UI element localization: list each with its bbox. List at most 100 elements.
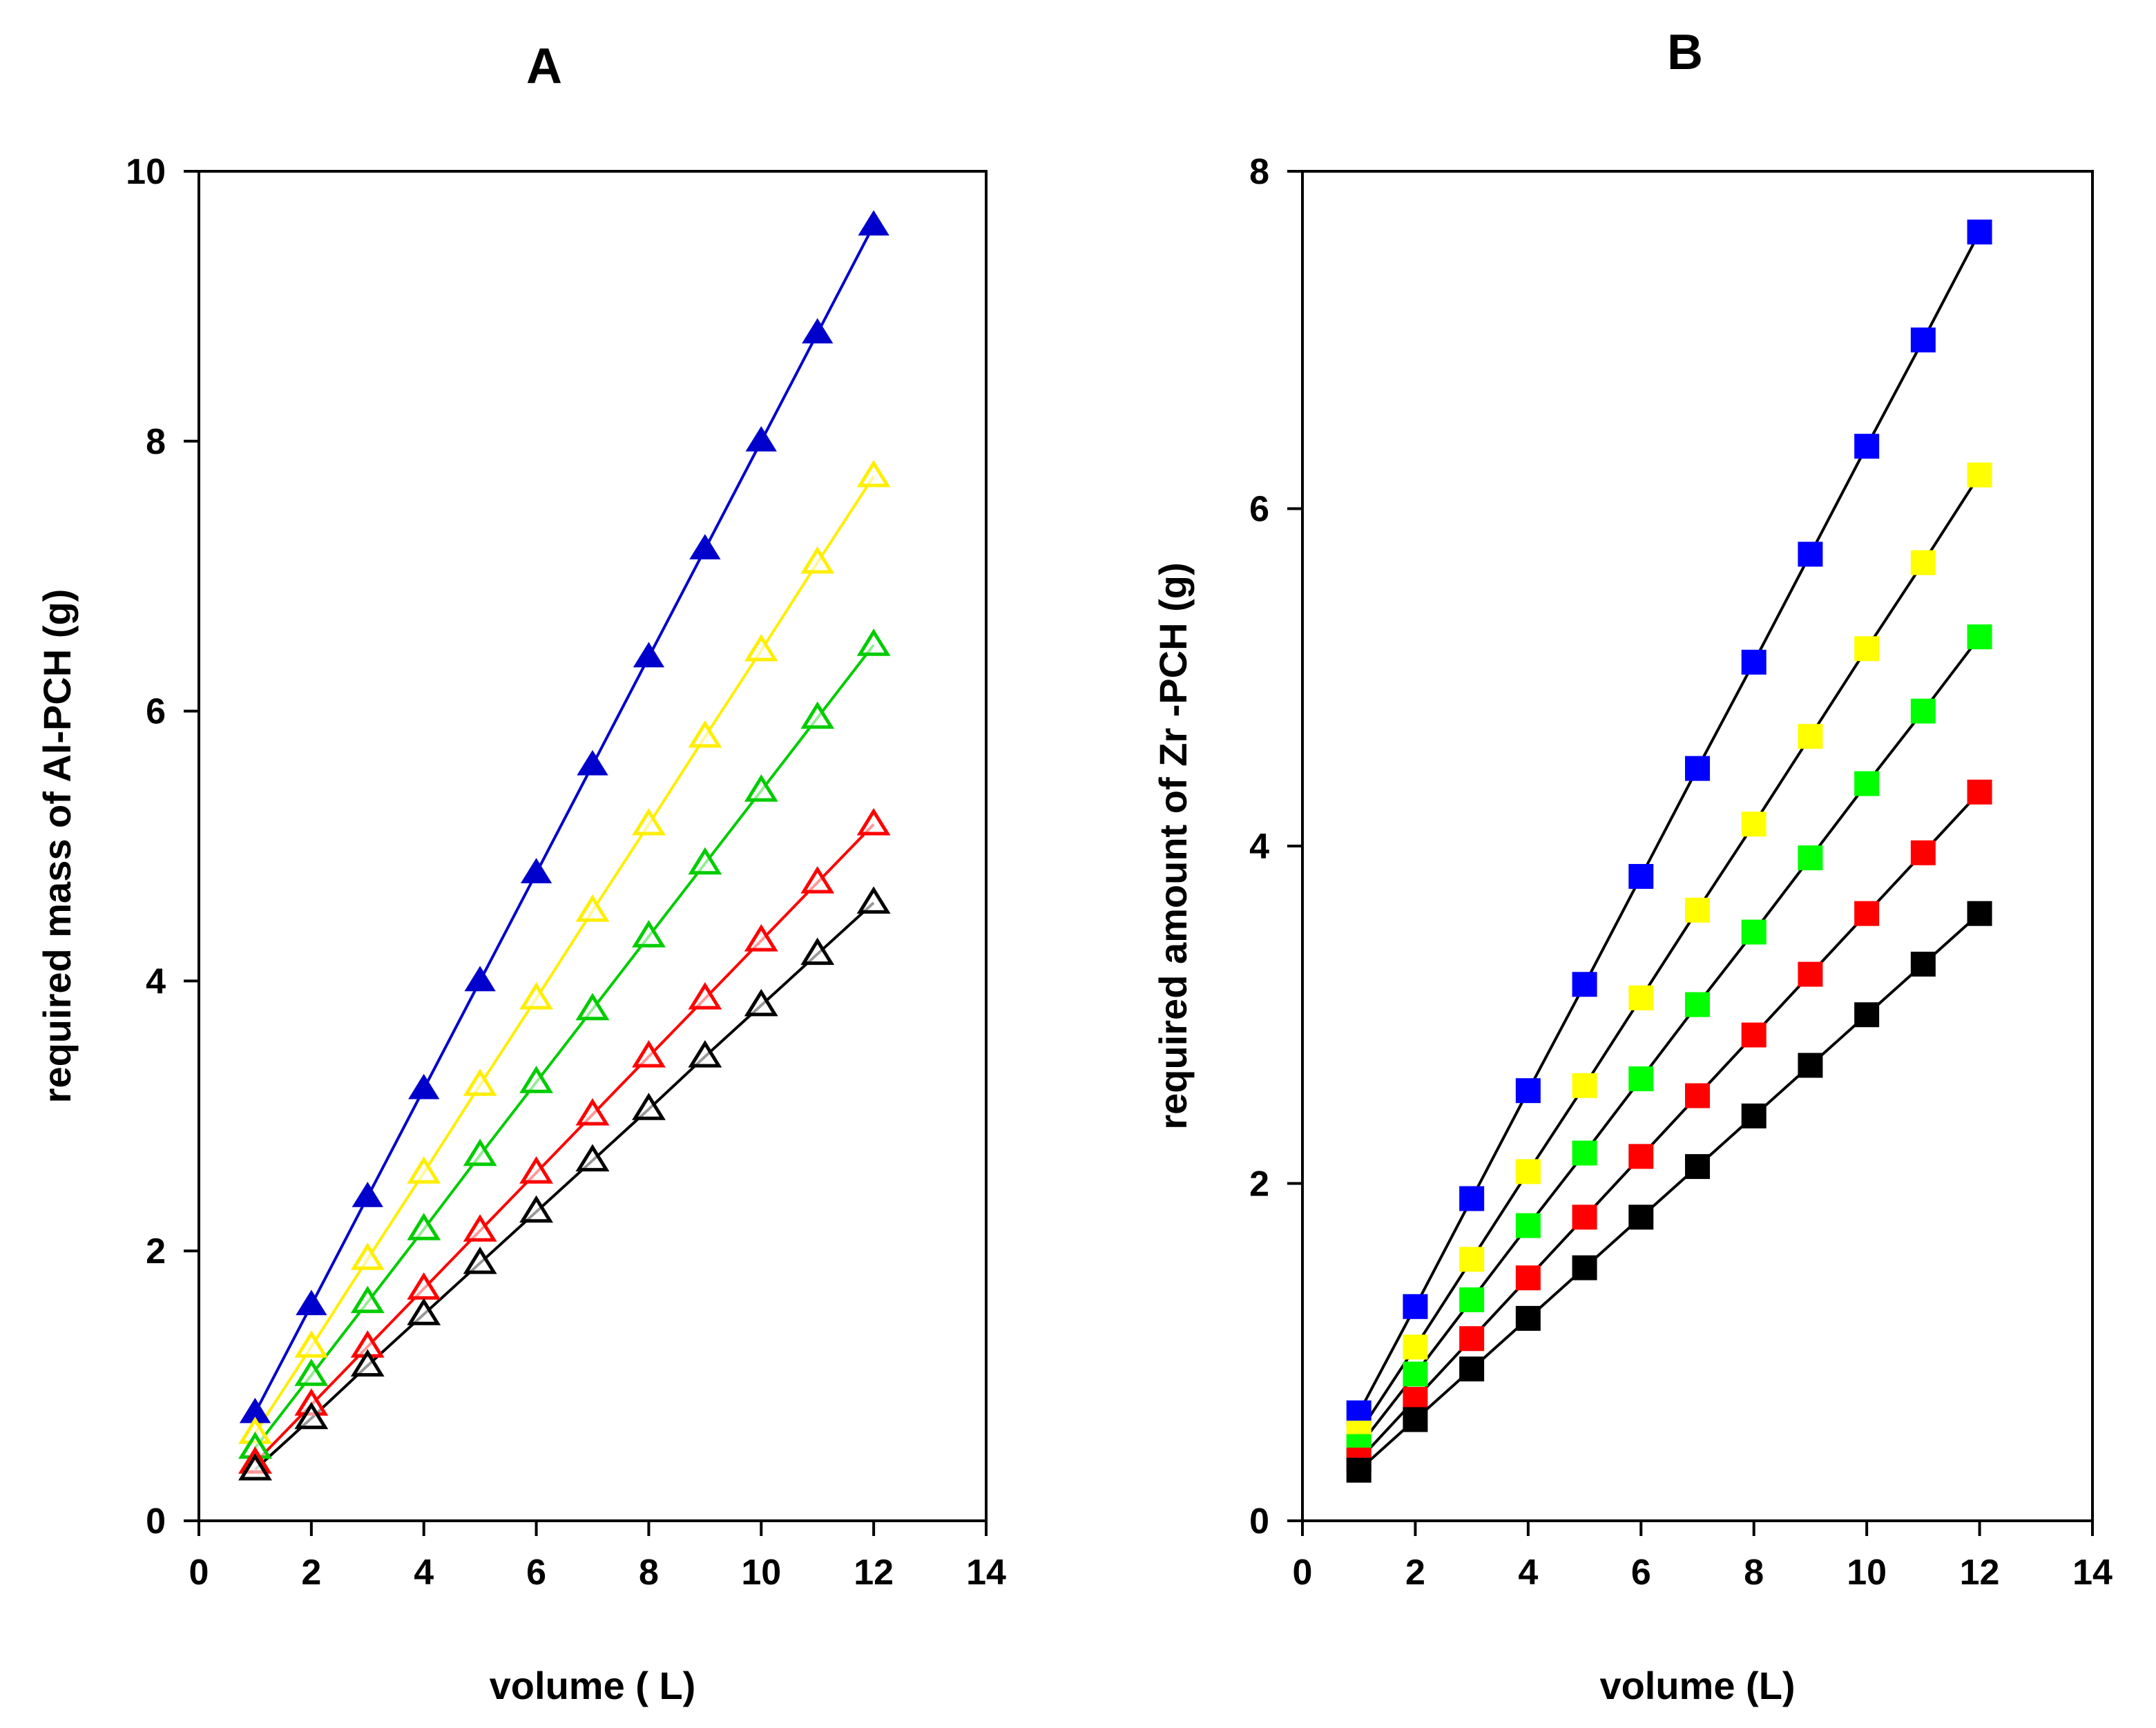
panel-b-data-point bbox=[1515, 1159, 1541, 1184]
panel-b-data-point bbox=[1685, 756, 1710, 781]
panel-b-data-point bbox=[1515, 1265, 1541, 1291]
panel-a-data-point bbox=[463, 1068, 497, 1096]
panel-a-data-point bbox=[407, 1213, 441, 1240]
panel-b-data-point bbox=[1572, 1073, 1597, 1098]
panel-b-data-point bbox=[1628, 1204, 1654, 1230]
panel-b-data-point bbox=[1798, 724, 1823, 749]
panel-b-data-point bbox=[1741, 812, 1767, 837]
panel-a-y-tick-label: 2 bbox=[146, 1231, 166, 1271]
panel-b-data-point bbox=[1741, 1103, 1767, 1129]
panel-b-data-point bbox=[1403, 1361, 1428, 1387]
panel-a-data-point bbox=[856, 459, 891, 488]
panel-b-data-point bbox=[1685, 897, 1710, 923]
panel-a-x-tick-label: 8 bbox=[639, 1553, 659, 1593]
panel-a-data-point bbox=[520, 858, 552, 883]
panel-b-series-line-4 bbox=[1358, 791, 1981, 1461]
panel-a-series-line-2 bbox=[253, 475, 875, 1434]
panel-a-x-tick-label: 0 bbox=[189, 1553, 209, 1593]
panel-b-data-point bbox=[1910, 840, 1936, 865]
panel-a-data-point bbox=[856, 886, 891, 914]
panel-a-data-point bbox=[519, 1156, 553, 1184]
panel-a-data-point bbox=[632, 1040, 666, 1068]
panel-a-data-point bbox=[745, 425, 777, 452]
panel-a-data-point bbox=[858, 210, 889, 236]
panel-b-data-point bbox=[1910, 550, 1936, 575]
panel-b-data-point bbox=[1572, 1140, 1597, 1166]
panel-b-data-point bbox=[1967, 624, 1992, 650]
panel-a-data-point bbox=[688, 847, 722, 875]
panel-a-series-line-1 bbox=[253, 224, 875, 1414]
panel-b-data-point bbox=[1741, 919, 1767, 945]
chart-panel-b: B 0 2 4 6 8 10 12 14 0 2 4 6 8 volume (L) required a… bbox=[1151, 25, 2112, 1707]
panel-b-y-axis-label: required amount of Zr -PCH (g) bbox=[1151, 562, 1195, 1129]
panel-b-data-point bbox=[1515, 1305, 1541, 1331]
panel-a-data-point bbox=[350, 1349, 385, 1377]
panel-b-data-point bbox=[1459, 1326, 1485, 1352]
panel-b-data-point bbox=[1854, 434, 1880, 459]
panel-a-data-point bbox=[688, 1040, 722, 1068]
panel-a-data-point bbox=[800, 866, 835, 894]
panel-a-data-point bbox=[632, 807, 666, 836]
panel-a-data-point bbox=[688, 982, 722, 1010]
panel-b-data-point bbox=[1854, 1002, 1880, 1028]
panel-a-title: A bbox=[526, 39, 562, 94]
panel-b-data-point bbox=[1628, 985, 1654, 1010]
panel-b-y-tick-label: 0 bbox=[1249, 1501, 1269, 1542]
panel-b-data-point bbox=[1967, 219, 1992, 244]
panel-b-data-point bbox=[1854, 771, 1880, 796]
panel-b-y-tick-label: 6 bbox=[1249, 490, 1269, 530]
panel-b-data-point bbox=[1967, 779, 1992, 805]
panel-a-series-line-5 bbox=[254, 901, 875, 1471]
panel-b-data-point bbox=[1403, 1294, 1428, 1319]
panel-a-data-point bbox=[689, 534, 721, 559]
panel-a-data-point bbox=[744, 633, 778, 662]
panel-a-y-tick-label: 6 bbox=[146, 692, 166, 732]
panel-a-data-point bbox=[575, 1144, 610, 1172]
panel-a-data-point bbox=[800, 701, 835, 729]
panel-b-data-point bbox=[1741, 649, 1767, 675]
panel-b-markers bbox=[1346, 219, 1992, 1483]
panel-b-data-point bbox=[1798, 541, 1823, 567]
panel-a-data-point bbox=[688, 720, 722, 748]
panel-a-series-lines bbox=[253, 224, 875, 1471]
panel-b-data-point bbox=[1459, 1356, 1485, 1382]
panel-a-data-point bbox=[744, 924, 778, 952]
panel-a-data-point bbox=[856, 807, 891, 836]
panel-b-series-line-3 bbox=[1358, 635, 1981, 1448]
panel-a-plot-frame bbox=[198, 170, 988, 1522]
panel-a-data-point bbox=[294, 1330, 329, 1358]
panel-b-data-point bbox=[1910, 698, 1936, 724]
panel-b-x-tick-label: 4 bbox=[1518, 1553, 1538, 1593]
panel-b-data-point bbox=[1798, 1053, 1823, 1078]
panel-b-data-point bbox=[1685, 992, 1710, 1017]
panel-a-data-point bbox=[350, 1242, 385, 1270]
panel-a-data-point bbox=[407, 1298, 441, 1325]
panel-a-series-line-4 bbox=[253, 823, 875, 1464]
panel-a-x-tick-label: 12 bbox=[854, 1553, 894, 1593]
panel-b-data-point bbox=[1910, 327, 1936, 353]
panel-a-y-tick-label: 10 bbox=[126, 152, 166, 192]
panel-a-data-point bbox=[802, 318, 834, 344]
panel-a-data-point bbox=[352, 1182, 383, 1207]
panel-a-series-line-3 bbox=[253, 644, 875, 1449]
panel-a-data-point bbox=[575, 894, 610, 922]
panel-b-series-line-5 bbox=[1358, 912, 1981, 1472]
chart-panel-a: A 0 2 4 6 8 10 12 14 0 2 4 6 8 10 volume ( L) require… bbox=[35, 39, 1006, 1707]
panel-a-x-tick-label: 4 bbox=[414, 1553, 434, 1593]
panel-b-data-point bbox=[1459, 1186, 1485, 1211]
panel-b-x-tick-label: 6 bbox=[1631, 1553, 1651, 1593]
panel-a-data-point bbox=[800, 937, 835, 966]
panel-a-data-point bbox=[800, 546, 835, 574]
panel-b-y-tick-label: 8 bbox=[1249, 152, 1269, 192]
panel-b-x-axis-label: volume (L) bbox=[1599, 1664, 1795, 1707]
panel-a-data-point bbox=[575, 1098, 610, 1126]
panel-a-data-point bbox=[407, 1272, 441, 1300]
panel-a-data-point bbox=[519, 1066, 553, 1093]
panel-a-data-point bbox=[575, 992, 610, 1021]
panel-a-x-tick-label: 10 bbox=[741, 1553, 781, 1593]
panel-b-data-point bbox=[1685, 1154, 1710, 1180]
panel-a-x-tick-label: 6 bbox=[526, 1553, 546, 1593]
panel-a-y-tick-label: 0 bbox=[146, 1501, 166, 1542]
panel-b-data-point bbox=[1741, 1022, 1767, 1048]
panel-a-x-tick-label: 14 bbox=[966, 1553, 1006, 1593]
